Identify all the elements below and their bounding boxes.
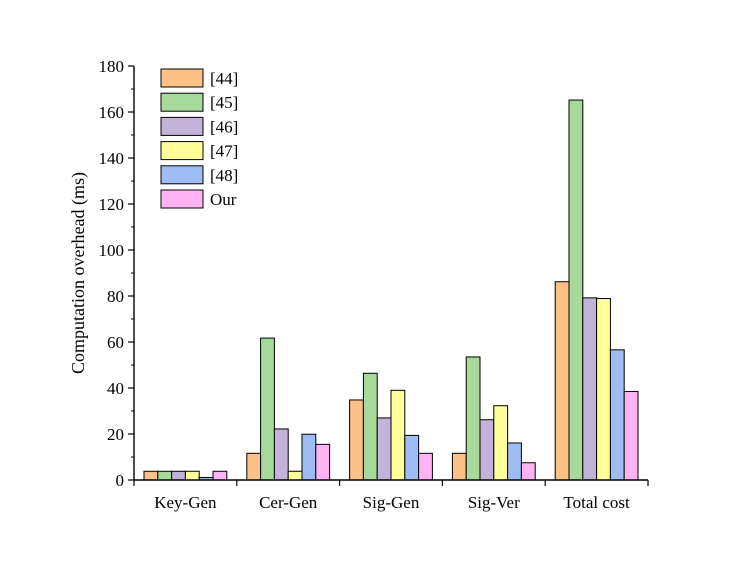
- bar-1-3: [349, 399, 364, 481]
- y-tick-label: 120: [99, 195, 125, 214]
- bar-5-3: [404, 434, 420, 481]
- x-tick-label: Total cost: [563, 493, 630, 512]
- legend: [44] [45] [46] [47] [48] Our: [160, 68, 238, 209]
- bar-4-5: [596, 298, 611, 481]
- y-tick-label: 80: [107, 287, 124, 306]
- legend-label-1: [44]: [210, 69, 238, 88]
- legend-label-5: [48]: [210, 166, 238, 185]
- bar-2-3: [362, 372, 378, 481]
- x-tick-label: Key-Gen: [154, 493, 217, 512]
- bar-3-3: [376, 417, 392, 481]
- bar-3-1: [171, 470, 186, 481]
- bar-5-2: [301, 433, 317, 481]
- legend-label-2: [45]: [210, 93, 238, 112]
- legend-swatch-3: [160, 116, 204, 136]
- bar-6-2: [315, 443, 331, 481]
- bar-5-5: [609, 349, 625, 481]
- y-tick-label: 100: [99, 241, 125, 260]
- bar-2-4: [465, 356, 481, 481]
- bar-3-5: [582, 297, 598, 481]
- bar-1-4: [451, 452, 467, 481]
- y-tick-label: 0: [116, 471, 125, 490]
- bar-2-5: [568, 99, 584, 481]
- bar-4-2: [287, 470, 303, 481]
- legend-label-3: [46]: [210, 117, 238, 136]
- legend-swatch-5: [160, 165, 204, 185]
- y-axis-title: Computation overhead (ms): [68, 172, 89, 374]
- y-tick-label: 180: [99, 57, 125, 76]
- bar-1-5: [554, 281, 570, 481]
- bar-6-3: [418, 452, 433, 481]
- y-tick-label: 160: [99, 103, 125, 122]
- y-tick-label: 20: [107, 425, 124, 444]
- legend-label-4: [47]: [210, 142, 238, 161]
- axes-group: Key-Gen Cer-Gen Sig-Gen Sig-Ver Total cost 0 2…: [99, 57, 649, 512]
- bar-2-2: [260, 337, 275, 481]
- bar-4-1: [184, 470, 200, 481]
- legend-swatch-2: [160, 92, 204, 112]
- legend-swatch-4: [160, 141, 204, 161]
- bar-2-1: [157, 470, 173, 481]
- legend-label-6: Our: [210, 190, 237, 209]
- x-tick-label: Sig-Ver: [468, 493, 520, 512]
- x-tick-label: Sig-Gen: [363, 493, 420, 512]
- bar-1-1: [143, 470, 159, 481]
- bar-4-3: [390, 389, 406, 481]
- y-tick-label: 140: [99, 149, 125, 168]
- legend-swatch-1: [160, 68, 204, 88]
- legend-swatch-6: [160, 189, 204, 209]
- bar-6-4: [520, 462, 536, 481]
- bar-3-2: [273, 428, 289, 481]
- bar-4-4: [493, 405, 509, 481]
- bar-6-1: [212, 470, 228, 481]
- y-tick-label: 60: [107, 333, 124, 352]
- y-tick-label: 40: [107, 379, 124, 398]
- x-tick-label: Cer-Gen: [259, 493, 318, 512]
- bar-1-2: [246, 452, 262, 481]
- bar-5-4: [507, 442, 522, 481]
- bar-3-4: [479, 419, 495, 481]
- bar-6-5: [623, 390, 639, 481]
